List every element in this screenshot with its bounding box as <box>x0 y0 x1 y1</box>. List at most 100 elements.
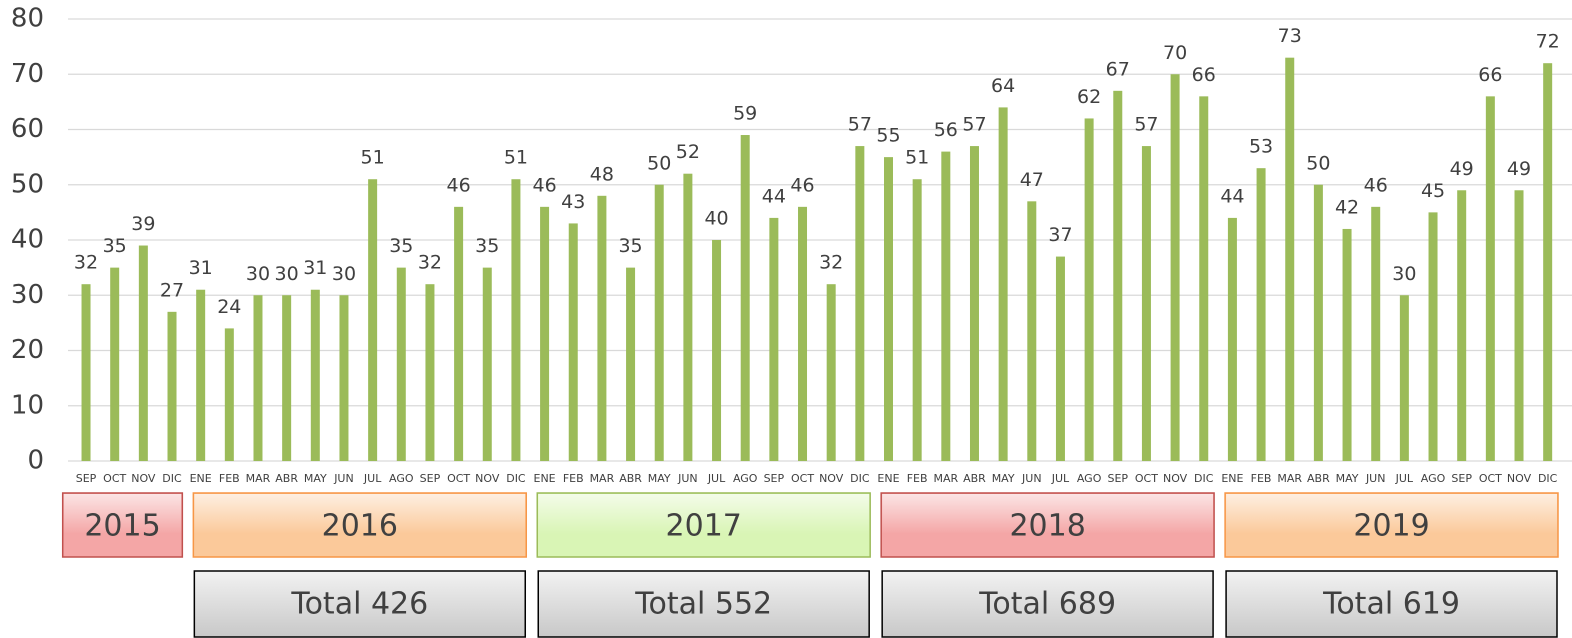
year-label: 2018 <box>1009 509 1085 544</box>
data-label: 51 <box>905 147 929 169</box>
data-label: 53 <box>1249 136 1273 158</box>
bar <box>855 146 865 461</box>
x-tick-label: MAR <box>933 472 958 485</box>
bar <box>912 179 922 461</box>
x-tick-label: FEB <box>563 472 584 485</box>
x-tick-label: SEP <box>1107 472 1128 485</box>
bar <box>1485 96 1495 461</box>
data-label: 35 <box>389 235 413 257</box>
data-label: 46 <box>447 174 471 196</box>
x-tick-label: FEB <box>907 472 928 485</box>
bar <box>310 289 320 461</box>
bar <box>1514 190 1524 461</box>
bar <box>1055 256 1065 461</box>
data-label: 67 <box>1106 58 1130 80</box>
data-label: 42 <box>1335 196 1359 218</box>
data-label: 32 <box>418 252 442 274</box>
data-label: 57 <box>1134 114 1158 136</box>
data-label: 47 <box>1020 169 1044 191</box>
data-label: 59 <box>733 103 757 125</box>
x-tick-label: AGO <box>1421 472 1446 485</box>
bar <box>1227 217 1237 461</box>
x-tick-label: NOV <box>475 472 500 485</box>
x-tick-label: JUL <box>1395 472 1414 485</box>
bar <box>826 284 836 461</box>
year-label: 2016 <box>322 509 398 544</box>
x-tick-label: JUN <box>1021 472 1042 485</box>
bar <box>368 179 378 461</box>
bar <box>282 295 292 461</box>
bar <box>196 289 206 461</box>
bar <box>1543 63 1553 461</box>
bar <box>1285 57 1295 462</box>
bar <box>769 217 779 461</box>
x-tick-label: OCT <box>791 472 814 485</box>
data-label: 70 <box>1163 42 1187 64</box>
data-label: 27 <box>160 279 184 301</box>
bar <box>683 173 693 461</box>
x-tick-label: MAY <box>1336 472 1359 485</box>
y-tick-label: 10 <box>11 390 44 420</box>
total-label: Total 619 <box>1322 587 1460 622</box>
data-label: 30 <box>332 263 356 285</box>
data-label: 49 <box>1507 158 1531 180</box>
x-tick-label: ABR <box>963 472 986 485</box>
bar <box>454 206 464 461</box>
y-tick-label: 0 <box>27 446 44 476</box>
x-tick-label: NOV <box>1507 472 1532 485</box>
x-tick-label: JUL <box>707 472 726 485</box>
data-label: 46 <box>1364 174 1388 196</box>
x-tick-label: SEP <box>764 472 785 485</box>
x-tick-label: OCT <box>1479 472 1502 485</box>
data-label: 43 <box>561 191 585 213</box>
data-label: 57 <box>848 114 872 136</box>
data-label: 52 <box>676 141 700 163</box>
bar <box>740 135 750 461</box>
data-label: 62 <box>1077 86 1101 108</box>
bar <box>1313 184 1323 461</box>
data-label: 31 <box>189 257 213 279</box>
bar <box>1457 190 1467 461</box>
year-box-shine <box>538 494 870 534</box>
x-tick-label: MAY <box>304 472 327 485</box>
total-box <box>881 570 1214 638</box>
year-label: 2015 <box>84 509 160 544</box>
data-label: 50 <box>647 152 671 174</box>
bar <box>883 157 893 461</box>
y-tick-label: 60 <box>11 114 44 144</box>
x-tick-label: FEB <box>1251 472 1272 485</box>
bar <box>1256 168 1266 462</box>
year-label: 2017 <box>666 509 742 544</box>
bar <box>998 107 1008 462</box>
data-label: 49 <box>1450 158 1474 180</box>
data-label: 57 <box>962 114 986 136</box>
bar <box>1170 74 1180 461</box>
data-label: 64 <box>991 75 1015 97</box>
bar <box>138 245 148 461</box>
x-tick-label: JUN <box>677 472 698 485</box>
data-label: 51 <box>361 147 385 169</box>
bar <box>1428 212 1438 461</box>
x-tick-label: ABR <box>619 472 642 485</box>
x-tick-label: OCT <box>447 472 470 485</box>
year-label: 2019 <box>1353 509 1429 544</box>
bar <box>798 206 808 461</box>
data-label: 37 <box>1048 224 1072 246</box>
data-label: 35 <box>475 235 499 257</box>
x-tick-label: JUN <box>1365 472 1386 485</box>
bar <box>1371 206 1381 461</box>
data-label: 50 <box>1306 152 1330 174</box>
bar <box>110 267 120 461</box>
data-label: 32 <box>819 252 843 274</box>
bar <box>425 284 435 461</box>
bar <box>568 223 578 461</box>
x-tick-label: JUN <box>333 472 354 485</box>
data-label: 51 <box>504 147 528 169</box>
x-tick-label: JUL <box>363 472 382 485</box>
bar <box>712 240 722 461</box>
total-label: Total 689 <box>978 587 1116 622</box>
data-label: 48 <box>590 163 614 185</box>
bar <box>81 284 91 461</box>
